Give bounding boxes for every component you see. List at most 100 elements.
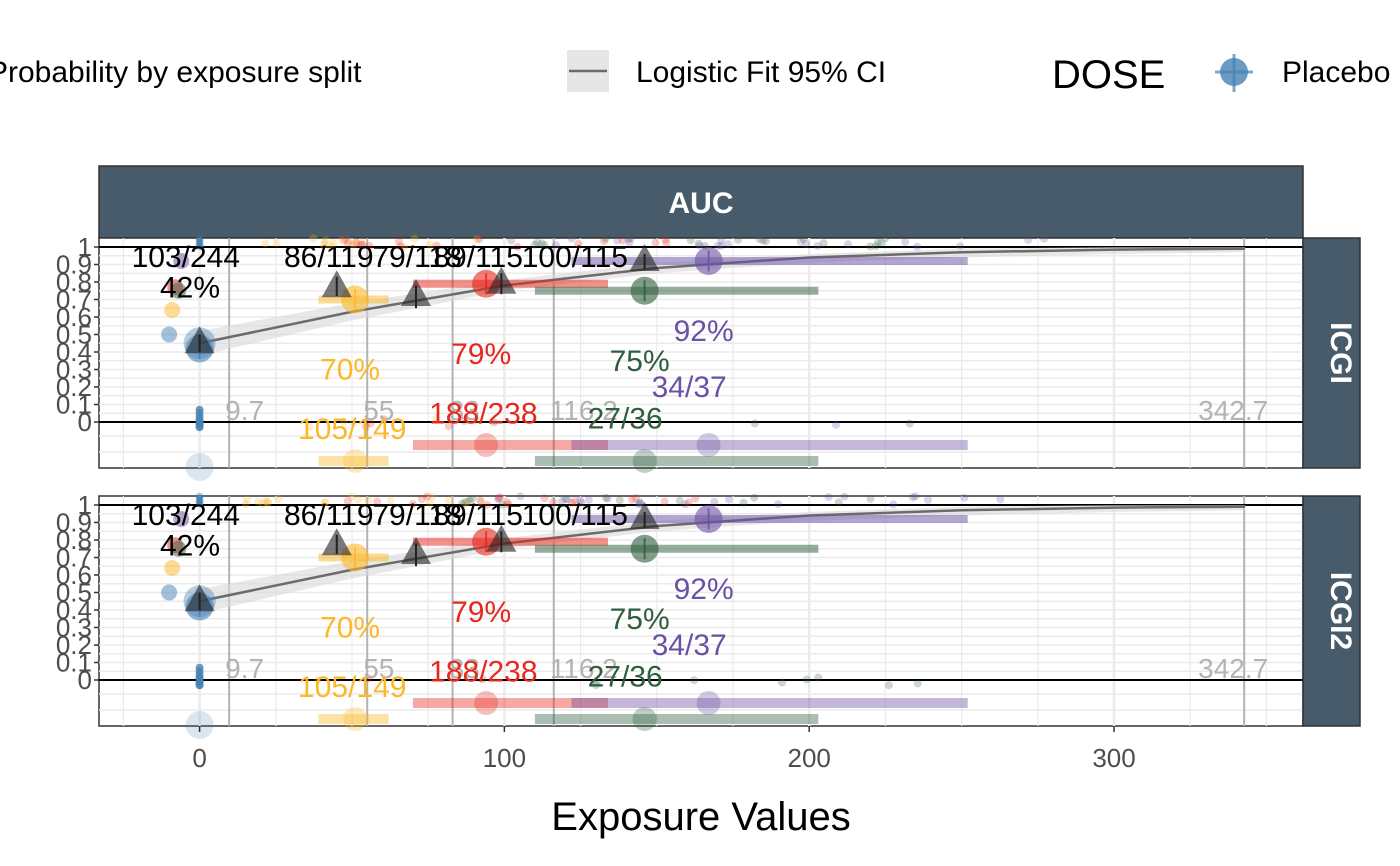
- split-triangle: [486, 266, 517, 294]
- raw-point: [263, 498, 272, 507]
- raw-point: [444, 496, 453, 505]
- raw-point: [734, 235, 743, 244]
- raw-point: [877, 238, 886, 247]
- raw-point: [347, 492, 356, 501]
- split-triangle: [401, 537, 432, 564]
- raw-point: [463, 497, 472, 506]
- raw-point: [329, 239, 338, 248]
- split-count-label: 103/244: [132, 241, 240, 274]
- raw-point: [364, 674, 373, 683]
- panel-icgi2: 00.10.20.30.40.50.60.70.80.91 103/244 86/1…: [56, 490, 1361, 739]
- raw-point: [513, 242, 522, 251]
- raw-point: [313, 676, 322, 685]
- legend-item-logistic-key: [567, 50, 609, 92]
- split-count-label: 79/118: [372, 499, 462, 532]
- raw-point: [337, 236, 346, 245]
- raw-point: [799, 235, 808, 244]
- y-tick-label: 0.5: [56, 578, 92, 608]
- raw-point: [866, 242, 875, 251]
- raw-point: [343, 497, 352, 506]
- exposure-cut-label: 55: [363, 653, 394, 684]
- raw-point: [349, 240, 358, 249]
- legend-dose-placebo-key: [1215, 54, 1253, 92]
- dose-pct-label: 42%: [160, 271, 220, 304]
- raw-point: [613, 236, 622, 245]
- raw-point: [802, 675, 811, 684]
- facet-strip-top: AUC: [98, 165, 1304, 239]
- raw-point: [366, 419, 375, 428]
- dose-pct-label: 70%: [320, 612, 380, 645]
- raw-point: [459, 500, 468, 509]
- split-count-label: 103/244: [132, 499, 240, 532]
- y-tick-label: 0.9: [56, 508, 92, 538]
- raw-point: [913, 679, 922, 688]
- raw-point: [755, 235, 764, 244]
- raw-point: [274, 494, 283, 503]
- raw-point: [426, 240, 435, 249]
- x-tick-label: 100: [483, 743, 526, 773]
- raw-point: [684, 498, 693, 507]
- panel-background: [98, 495, 1304, 727]
- raw-point: [625, 238, 634, 247]
- dose-mean-point: [630, 534, 659, 563]
- y-tick-label: 0.3: [56, 613, 92, 643]
- raw-point: [254, 497, 263, 506]
- raw-point: [568, 498, 577, 507]
- panel-icgi: 00.10.20.30.40.50.60.70.80.91 103/244 86/1…: [56, 232, 1361, 481]
- y-tick-label: 0.5: [56, 320, 92, 350]
- x-tick-label: 300: [1092, 743, 1135, 773]
- raw-point: [844, 240, 853, 249]
- raw-point: [866, 494, 875, 503]
- raw-point: [400, 242, 409, 251]
- raw-point: [425, 498, 434, 507]
- raw-point: [774, 500, 783, 509]
- exposure-cut-labels: 9.7 55 83 116.2 342.7: [225, 653, 1268, 684]
- raw-point: [1024, 236, 1033, 245]
- raw-point: [889, 500, 898, 509]
- exposure-cut-label: 9.7: [225, 653, 264, 684]
- dose-group-labels: 42% 70% 105/149 79% 188/238 75% 27/36 92% 34/37: [160, 529, 734, 704]
- dose-pct-label: 79%: [451, 338, 511, 371]
- y-tick-label: 0.7: [56, 543, 92, 573]
- raw-point: [694, 239, 703, 248]
- raw-point: [432, 414, 441, 423]
- raw-point: [551, 241, 560, 250]
- raw-point: [476, 497, 485, 506]
- y-tick-label: 0.7: [56, 285, 92, 315]
- exposure-cut-label: 83: [449, 395, 480, 426]
- split-triangle: [629, 244, 660, 271]
- raw-point: [592, 678, 601, 687]
- raw-point: [261, 239, 270, 248]
- y-tick-label: 0.4: [56, 595, 92, 625]
- exposure-cut-label: 116.2: [550, 395, 618, 426]
- dose-summary-point: [161, 326, 178, 343]
- raw-point: [494, 494, 503, 503]
- y-tick-label: 0.3: [56, 355, 92, 385]
- x-tick-label: 0: [192, 743, 206, 773]
- raw-point: [444, 422, 453, 431]
- raw-point: [750, 419, 759, 428]
- raw-point: [494, 495, 503, 504]
- range-bar-mean: [474, 433, 499, 457]
- facet-strip-right: ICGI2: [1302, 495, 1361, 727]
- raw-point: [960, 493, 969, 502]
- raw-point: [305, 423, 314, 432]
- y-tick-label: 1: [78, 490, 92, 520]
- raw-point: [320, 238, 329, 247]
- y-tick-label: 0.1: [56, 648, 92, 678]
- dose-summary-point: [164, 560, 181, 576]
- raw-point: [603, 494, 612, 503]
- raw-point: [261, 496, 270, 505]
- exposure-cut-labels: 9.7 55 83 116.2 342.7: [225, 395, 1268, 426]
- raw-point: [516, 492, 525, 501]
- raw-point: [778, 678, 787, 687]
- raw-point: [691, 494, 700, 503]
- split-count-label: 86/119: [284, 499, 374, 532]
- raw-point: [354, 495, 363, 504]
- raw-point: [584, 495, 593, 504]
- raw-point: [571, 497, 580, 506]
- dose-mean-point: [694, 247, 723, 275]
- dose-pct-label: 70%: [320, 354, 380, 387]
- raw-point: [344, 237, 353, 246]
